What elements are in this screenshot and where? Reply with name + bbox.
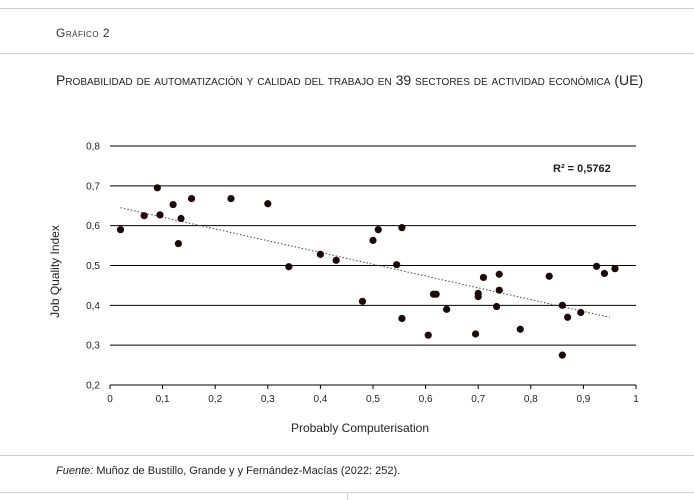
x-tick-label: 0,4	[313, 394, 327, 405]
data-point	[424, 331, 432, 339]
data-point	[174, 239, 182, 248]
x-tick-label: 1	[633, 394, 639, 405]
source-text: Muñoz de Bustillo, Grande y y Fernández-…	[93, 465, 401, 477]
r-squared-annotation: R² = 0,5762	[553, 163, 611, 175]
x-tick-label: 0,2	[208, 394, 222, 405]
x-tick-label: 0,9	[576, 394, 590, 405]
top-rule	[0, 8, 694, 9]
data-point	[432, 290, 440, 298]
source-rule	[0, 455, 694, 456]
bottom-divider	[347, 492, 348, 500]
x-tick-label: 0,3	[261, 394, 275, 405]
data-point	[471, 330, 480, 338]
data-point	[374, 226, 382, 234]
data-point	[140, 212, 148, 220]
x-axis-title: Probably Computerisation	[291, 421, 429, 435]
scatter-chart: 0,2 0,3 0,4 0,5 0,6 0,7 0,8 0 0,1 0,2 0,3 0,4 0,5 0,6…	[48, 142, 639, 436]
data-point	[558, 301, 566, 309]
data-point	[495, 286, 503, 294]
data-point	[577, 308, 585, 317]
x-tick-label: 0,8	[524, 394, 538, 405]
y-tick-label: 0,5	[86, 261, 100, 272]
data-point	[116, 226, 125, 234]
y-tick-label: 0,8	[86, 142, 100, 153]
data-point	[332, 256, 340, 264]
data-point	[358, 297, 367, 305]
data-point	[545, 272, 553, 280]
y-axis-title: Job Quality Index	[48, 225, 62, 318]
x-tick-label: 0	[107, 394, 113, 405]
label-rule	[0, 53, 694, 54]
data-point	[369, 236, 377, 245]
data-point	[443, 305, 451, 313]
y-tick-label: 0,4	[86, 301, 100, 312]
data-point	[493, 302, 501, 311]
x-tick-label: 0,7	[471, 394, 485, 405]
data-point	[398, 224, 406, 232]
figure-title: Probabilidad de automatización y calidad…	[56, 72, 644, 88]
data-point	[177, 214, 185, 223]
data-point	[564, 313, 572, 321]
figure-source: Fuente: Muñoz de Bustillo, Grande y y Fe…	[56, 465, 400, 477]
y-tick-label: 0,2	[86, 381, 100, 392]
data-point	[227, 194, 235, 203]
data-point	[285, 263, 293, 271]
trendline	[120, 207, 610, 318]
data-point	[169, 200, 177, 209]
y-tick-label: 0,7	[86, 181, 100, 192]
data-point	[611, 265, 619, 273]
data-point	[156, 211, 164, 219]
data-point	[592, 262, 601, 270]
data-point	[187, 194, 196, 203]
data-point	[153, 184, 161, 192]
data-point	[558, 351, 566, 359]
source-prefix: Fuente:	[56, 465, 94, 477]
data-point	[479, 273, 488, 282]
x-tick-label: 0,6	[419, 394, 433, 405]
x-tick-label: 0,1	[156, 394, 170, 405]
data-point	[264, 200, 272, 208]
y-tick-label: 0,3	[86, 341, 100, 352]
data-point	[474, 292, 482, 301]
data-point	[516, 325, 524, 333]
data-point	[316, 250, 324, 258]
data-point	[495, 270, 503, 278]
data-point	[398, 314, 406, 323]
data-point	[393, 261, 401, 269]
x-tick-label: 0,5	[366, 394, 380, 405]
y-tick-label: 0,6	[86, 221, 100, 232]
figure-label: Gráfico 2	[56, 26, 111, 40]
data-point	[600, 269, 609, 278]
